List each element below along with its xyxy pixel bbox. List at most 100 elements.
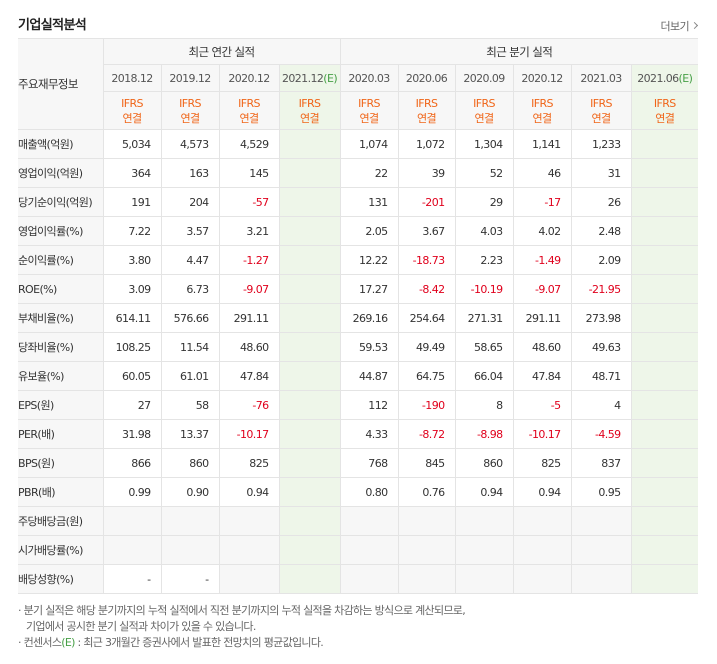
table-row: 당기순이익(억원) 191 204 -57 131 -201 29 -17 26 [18, 187, 699, 217]
note-line-3: · 컨센서스(E) : 최근 3개월간 증권사에서 발표한 전망치의 평균값입니… [18, 636, 324, 649]
table-cell: -10.17 [218, 419, 280, 449]
table-cell [630, 274, 699, 304]
table-cell: 254.64 [397, 303, 456, 333]
table-cell: 48.60 [218, 332, 280, 362]
table-cell: 47.84 [218, 361, 280, 391]
table-row: 주당배당금(원) [18, 506, 699, 536]
table-cell: 4,573 [160, 129, 220, 159]
table-row: BPS(원) 866 860 825 768 845 860 825 837 [18, 448, 699, 478]
table-cell: -4.59 [570, 419, 632, 449]
table-cell [630, 129, 699, 159]
table-cell: 3.67 [397, 216, 456, 246]
table-cell: 837 [570, 448, 632, 478]
table-cell: -10.17 [512, 419, 572, 449]
table-cell: 1,304 [454, 129, 514, 159]
table-cell: 31.98 [102, 419, 162, 449]
table-cell [570, 535, 632, 565]
period-header: 2020.03 [339, 64, 399, 92]
table-row: 순이익률(%) 3.80 4.47 -1.27 12.22 -18.73 2.23 -1.49… [18, 245, 699, 275]
row-label: 영업이익(억원) [18, 158, 104, 188]
table-cell: 163 [160, 158, 220, 188]
table-cell: 0.90 [160, 477, 220, 507]
period-header: 2018.12 [103, 64, 162, 92]
table-cell [278, 303, 341, 333]
table-cell: 845 [397, 448, 456, 478]
table-cell: 49.63 [570, 332, 632, 362]
note-line-1: · 분기 실적은 해당 분기까지의 누적 실적에서 직전 분기까지의 누적 실적… [18, 604, 466, 617]
table-cell: 0.76 [397, 477, 456, 507]
period-header: 2021.12(E) [278, 64, 341, 92]
table-cell: 4.03 [454, 216, 514, 246]
table-cell [339, 535, 399, 565]
financial-table: 주요재무정보 최근 연간 실적 최근 분기 실적 2018.12 2019.12 2… [18, 38, 699, 594]
table-row: 당좌비율(%) 108.25 11.54 48.60 59.53 49.49 58.65 48… [18, 332, 699, 362]
table-cell [570, 564, 632, 594]
section-title: 기업실적분석 [18, 18, 87, 33]
table-cell: 66.04 [454, 361, 514, 391]
table-cell: 48.60 [512, 332, 572, 362]
table-cell [278, 245, 341, 275]
table-cell: 58 [160, 390, 220, 420]
table-cell: 13.37 [160, 419, 220, 449]
table-cell [278, 187, 341, 217]
table-cell [630, 390, 699, 420]
table-row: PBR(배) 0.99 0.90 0.94 0.80 0.76 0.94 0.94 0.95 [18, 477, 699, 507]
table-cell: -201 [397, 187, 456, 217]
table-cell [278, 535, 341, 565]
table-cell: -8.98 [454, 419, 514, 449]
table-cell [630, 477, 699, 507]
table-cell [278, 274, 341, 304]
table-cell: 269.16 [339, 303, 399, 333]
table-cell [630, 303, 699, 333]
table-row: 부채비율(%) 614.11 576.66 291.11 269.16 254.64 271… [18, 303, 699, 333]
table-cell: 108.25 [102, 332, 162, 362]
table-cell [630, 245, 699, 275]
row-label: PER(배) [18, 419, 104, 449]
table-cell: -17 [512, 187, 572, 217]
table-cell: 4.02 [512, 216, 572, 246]
period-header: 2019.12 [160, 64, 220, 92]
table-cell: 271.31 [454, 303, 514, 333]
table-cell [278, 564, 341, 594]
table-cell: 39 [397, 158, 456, 188]
row-label: PBR(배) [18, 477, 104, 507]
table-cell [278, 419, 341, 449]
table-cell: 0.94 [512, 477, 572, 507]
table-cell: 860 [160, 448, 220, 478]
table-cell: 1,233 [570, 129, 632, 159]
table-cell [512, 506, 572, 536]
table-cell: 0.80 [339, 477, 399, 507]
table-cell: -190 [397, 390, 456, 420]
table-cell [630, 158, 699, 188]
row-label: BPS(원) [18, 448, 104, 478]
table-cell: 27 [102, 390, 162, 420]
row-label: 매출액(억원) [18, 129, 104, 159]
table-cell [397, 564, 456, 594]
ifrs-header: IFRS 연결 [103, 91, 162, 130]
more-link[interactable]: 더보기 [660, 18, 699, 34]
table-cell [278, 216, 341, 246]
estimate-mark: (E) [323, 71, 338, 85]
table-cell: 4,529 [218, 129, 280, 159]
period-header: 2020.12 [218, 64, 280, 92]
table-cell: 60.05 [102, 361, 162, 391]
table-cell: 0.95 [570, 477, 632, 507]
table-cell: 291.11 [218, 303, 280, 333]
table-row: 영업이익률(%) 7.22 3.57 3.21 2.05 3.67 4.03 4.02 2.48 [18, 216, 699, 246]
table-row: 영업이익(억원) 364 163 145 22 39 52 46 31 [18, 158, 699, 188]
row-label: 배당성향(%) [18, 564, 104, 594]
table-cell: 866 [102, 448, 162, 478]
table-row: 매출액(억원) 5,034 4,573 4,529 1,074 1,072 1,304 1,1… [18, 129, 699, 159]
table-cell: 2.05 [339, 216, 399, 246]
table-cell [397, 535, 456, 565]
ifrs-header: IFRS 연결 [339, 91, 399, 130]
corner-header: 주요재무정보 [18, 38, 104, 130]
table-cell: - [102, 564, 162, 594]
table-cell [630, 361, 699, 391]
table-cell: -8.72 [397, 419, 456, 449]
table-cell [339, 564, 399, 594]
table-cell: - [160, 564, 220, 594]
table-cell [512, 564, 572, 594]
table-cell: 576.66 [160, 303, 220, 333]
table-cell [218, 506, 280, 536]
